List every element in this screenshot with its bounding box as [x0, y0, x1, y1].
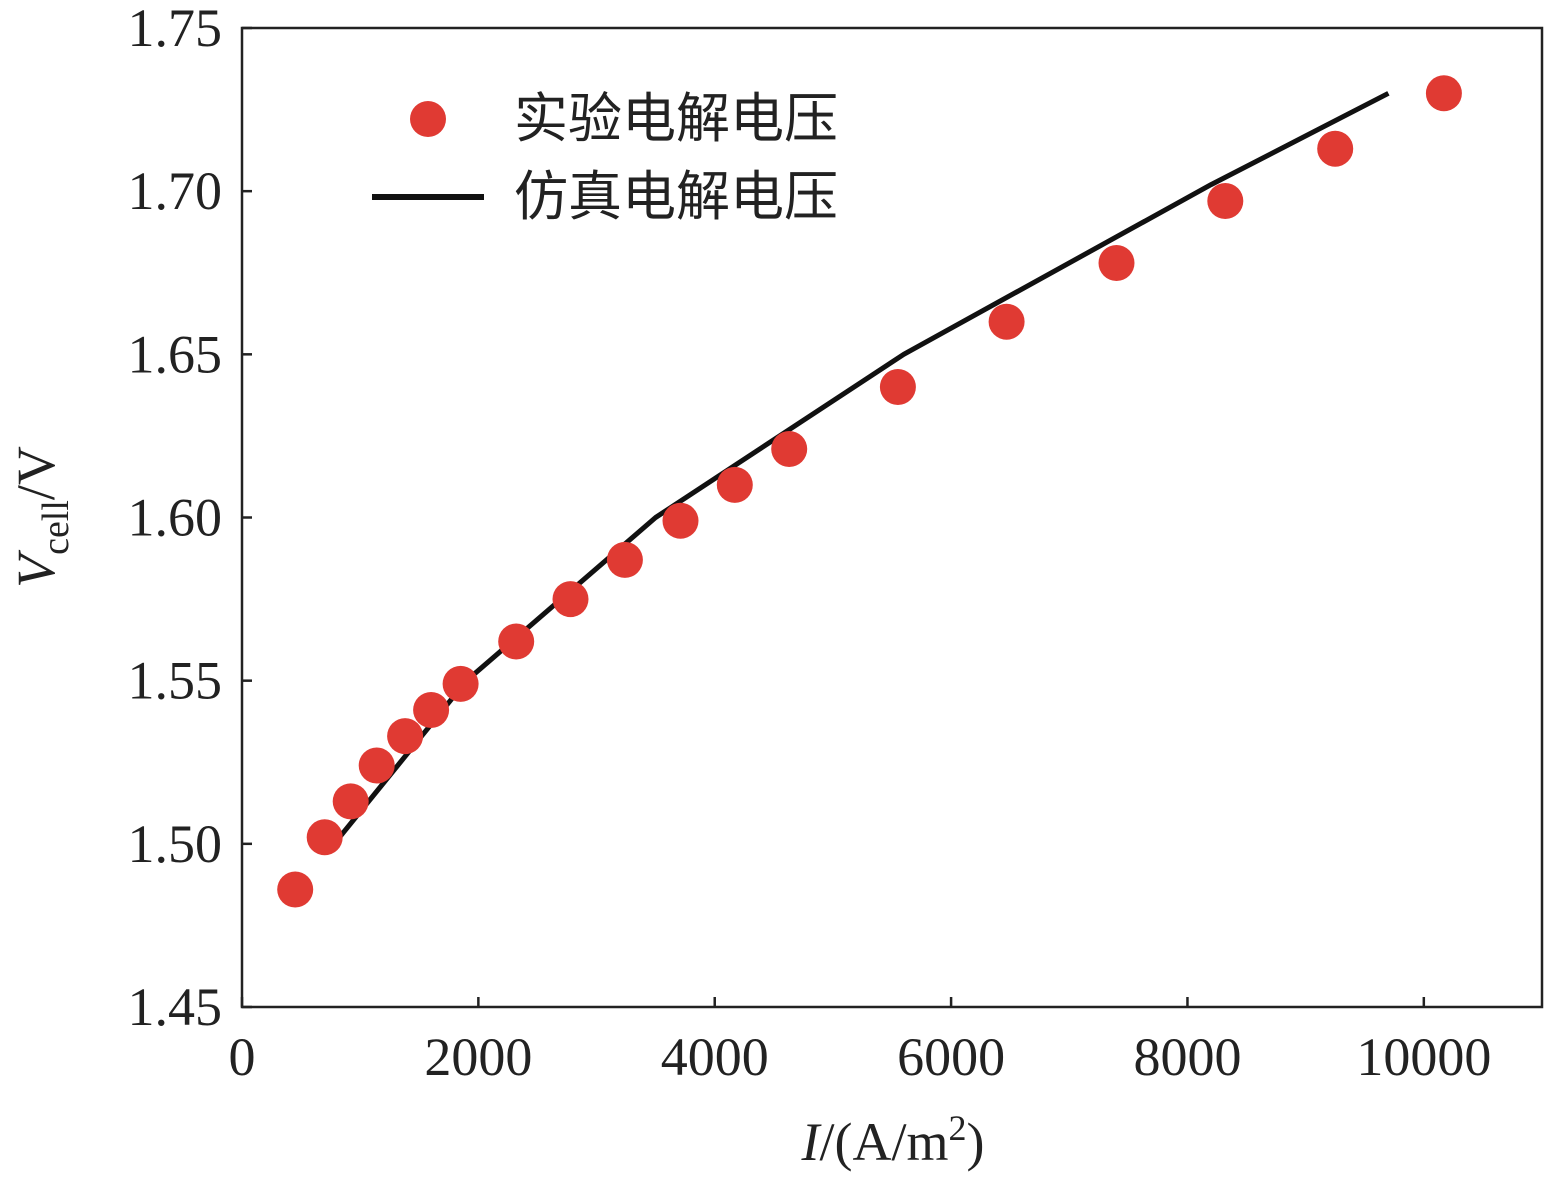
- data-point-experimental: [277, 871, 314, 908]
- data-point-experimental: [1207, 183, 1244, 219]
- y-tick-label: 1.50: [128, 814, 223, 874]
- y-tick-label: 1.60: [128, 488, 223, 548]
- x-tick-label: 6000: [897, 1027, 1005, 1087]
- data-point-experimental: [552, 581, 589, 618]
- x-tick-label: 10000: [1356, 1027, 1491, 1087]
- data-point-experimental: [879, 369, 916, 405]
- x-tick-label: 4000: [661, 1027, 769, 1087]
- y-tick-label: 1.55: [128, 651, 223, 711]
- x-tick-label: 2000: [424, 1027, 532, 1087]
- data-point-experimental: [1098, 245, 1135, 281]
- y-tick-label: 1.65: [128, 324, 223, 384]
- x-tick-label: 8000: [1133, 1027, 1241, 1087]
- y-axis-label: Vcell/V: [6, 446, 77, 588]
- data-point-experimental: [358, 747, 395, 784]
- data-point-experimental: [771, 431, 808, 467]
- x-axis-label: I/(A/m2): [801, 1108, 985, 1172]
- plot-frame: [240, 26, 1544, 1009]
- y-axis-ticks: [242, 26, 252, 1009]
- legend-marker-scatter: [410, 101, 446, 137]
- legend-label-scatter: 实验电解电压: [514, 87, 838, 150]
- x-axis-ticks: [240, 997, 1426, 1007]
- data-point-experimental: [1317, 130, 1354, 167]
- data-point-experimental: [1425, 75, 1462, 112]
- legend: 实验电解电压 仿真电解电压: [372, 87, 838, 228]
- data-point-experimental: [716, 466, 753, 503]
- y-tick-label: 1.45: [128, 977, 223, 1037]
- data-point-experimental: [413, 692, 450, 728]
- y-axis-tick-labels: 1.45 1.50 1.55 1.60 1.65 1.70 1.75: [128, 0, 223, 1037]
- x-tick-label: 0: [229, 1027, 256, 1087]
- series-layer: [277, 75, 1462, 908]
- y-tick-label: 1.75: [128, 0, 223, 58]
- data-point-experimental: [387, 718, 424, 755]
- data-point-experimental: [498, 623, 535, 660]
- x-axis-tick-labels: 0 2000 4000 6000 8000 10000: [229, 1027, 1492, 1087]
- legend-label-line: 仿真电解电压: [514, 165, 838, 228]
- y-tick-label: 1.70: [128, 161, 223, 221]
- data-point-experimental: [442, 665, 479, 702]
- data-point-experimental: [606, 541, 643, 578]
- data-point-experimental: [332, 783, 369, 820]
- data-point-experimental: [662, 502, 699, 539]
- data-point-experimental: [306, 819, 343, 856]
- data-point-experimental: [988, 303, 1025, 340]
